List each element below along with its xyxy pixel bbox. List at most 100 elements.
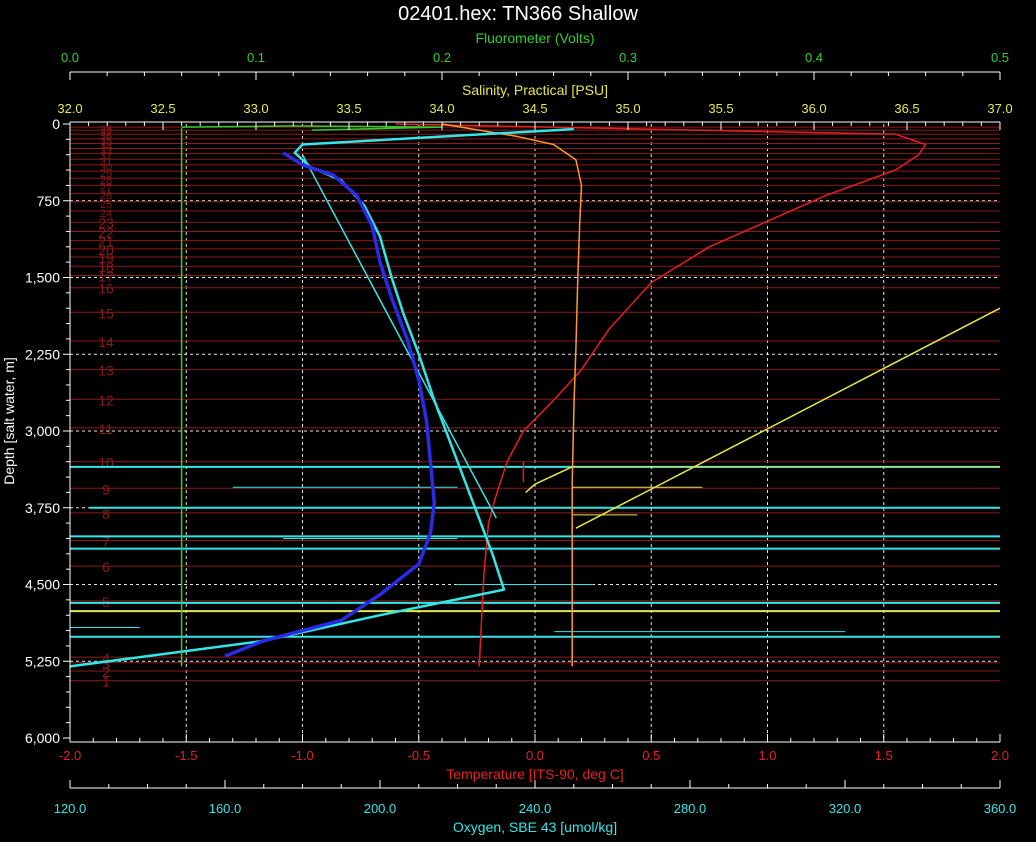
series-lines	[69, 123, 1001, 668]
temperature-tick-label: -0.5	[408, 748, 430, 763]
temperature-tick-label: 0.5	[642, 748, 660, 763]
bottle-marker-label: 5	[102, 594, 110, 610]
fluorometer-axis-label: Fluorometer (Volts)	[475, 30, 594, 46]
depth-axis-label: Depth [salt water, m]	[1, 357, 17, 485]
bottle-marker-label: 21	[98, 234, 114, 250]
bottle-marker-label: 14	[98, 334, 114, 350]
depth-tick-label: 0	[52, 116, 60, 132]
series-line-fluorometer	[181, 125, 443, 131]
temperature-tick-label: -1.0	[291, 748, 313, 763]
salinity-tick-label: 34.5	[522, 101, 547, 116]
salinity-tick-label: 35.5	[708, 101, 733, 116]
fluorometer-tick-label: 0.2	[433, 50, 451, 65]
salinity-tick-label: 35.0	[615, 101, 640, 116]
series-line-oxygen	[301, 154, 497, 519]
bottle-marker-label: 7	[102, 533, 110, 549]
oxygen-tick-label: 280.0	[674, 801, 707, 816]
bottle-marker-label: 18	[98, 259, 114, 275]
bottle-marker-label: 6	[102, 559, 110, 575]
bottle-marker-label: 35	[100, 136, 112, 148]
chart-title: 02401.hex: TN366 Shallow	[398, 3, 638, 25]
depth-tick-label: 3,000	[25, 423, 60, 439]
temperature-tick-label: 2.0	[991, 748, 1009, 763]
salinity-axis-label: Salinity, Practical [PSU]	[462, 82, 608, 98]
bottle-marker-label: 26	[100, 191, 112, 203]
fluorometer-tick-label: 0.3	[619, 50, 637, 65]
salinity-tick-label: 33.0	[243, 101, 268, 116]
bottle-marker-label: 8	[102, 506, 110, 522]
spikes	[70, 465, 1000, 638]
bottle-marker-label: 22	[98, 224, 114, 240]
depth-tick-label: 750	[37, 193, 61, 209]
depth-tick-label: 1,500	[25, 270, 60, 286]
bottle-marker-label: 9	[102, 481, 110, 497]
temperature-tick-label: 1.5	[875, 748, 893, 763]
bottle-marker-label: 3	[102, 656, 110, 672]
series-line-salinity	[575, 307, 1001, 529]
bottle-marker-label: 10	[98, 455, 114, 471]
salinity-tick-label: 32.0	[57, 101, 82, 116]
series-line-oxygen	[224, 151, 437, 658]
series-line-temperature	[395, 123, 927, 667]
bottle-marker-label: 31	[100, 156, 112, 168]
depth-tick-label: 2,250	[25, 346, 60, 362]
salinity-tick-label: 37.0	[987, 101, 1012, 116]
bottle-marker-label: 13	[98, 363, 114, 379]
bottle-marker-label: 19	[98, 250, 114, 266]
temperature-tick-label: 1.0	[758, 748, 776, 763]
bottle-marker-label: 15	[98, 305, 114, 321]
oxygen-tick-label: 240.0	[519, 801, 552, 816]
fluorometer-tick-label: 0.5	[991, 50, 1009, 65]
temperature-tick-label: 0.0	[526, 748, 544, 763]
depth-tick-label: 6,000	[25, 730, 60, 746]
bottle-marker-label: 32	[100, 151, 112, 163]
bottle-marker-label: 17	[98, 268, 114, 284]
oxygen-tick-label: 120.0	[54, 801, 87, 816]
temperature-axis-label: Temperature [ITS-90, deg C]	[446, 766, 623, 782]
fluorometer-tick-label: 0.0	[61, 50, 79, 65]
bottle-marker-label: 24	[100, 208, 112, 220]
bottle-marker-label: 20	[98, 242, 114, 258]
bottle-marker-label: 28	[100, 175, 112, 187]
fluorometer-tick-label: 0.1	[247, 50, 265, 65]
bottle-marker-label: 34	[100, 140, 112, 152]
bottle-marker-label: 30	[100, 162, 112, 174]
temperature-tick-label: -1.5	[175, 748, 197, 763]
oxygen-tick-label: 360.0	[984, 801, 1017, 816]
bottle-marker-label: 1	[102, 674, 110, 690]
oxygen-tick-label: 320.0	[829, 801, 862, 816]
oxygen-axis-label: Oxygen, SBE 43 [umol/kg]	[453, 819, 617, 835]
temperature-tick-label: -2.0	[59, 748, 81, 763]
depth-tick-label: 5,250	[25, 653, 60, 669]
oxygen-tick-label: 160.0	[209, 801, 242, 816]
series-line-salinity	[441, 123, 583, 667]
salinity-tick-label: 36.5	[894, 101, 919, 116]
series-line-oxygen	[69, 127, 574, 668]
bottle-marker-label: 11	[99, 421, 114, 437]
salinity-tick-label: 32.5	[150, 101, 175, 116]
bottle-marker-label: 25	[100, 199, 112, 211]
fluorometer-tick-label: 0.4	[805, 50, 823, 65]
bottle-marker-label: 33	[100, 146, 112, 158]
oxygen-tick-label: 200.0	[364, 801, 397, 816]
depth-tick-label: 3,750	[25, 500, 60, 516]
series-line-salinity	[525, 466, 573, 493]
bottle-markers: 1234567891011121314151617181920212223242…	[70, 124, 1000, 690]
salinity-tick-label: 36.0	[801, 101, 826, 116]
bottle-marker-label: 4	[102, 650, 110, 666]
axes: 0 750 1,500 2,250 3,000 3,750 4,500 5,250 6,000 D…	[1, 30, 1016, 835]
bottle-marker-label: 37	[100, 127, 112, 139]
bottle-marker-label: 36	[100, 131, 112, 143]
depth-tick-label: 4,500	[25, 577, 60, 593]
bottle-marker-label: 12	[98, 392, 114, 408]
bottle-marker-label: 2	[102, 664, 110, 680]
bottle-marker-label: 38	[100, 124, 112, 136]
bottle-marker-label: 23	[98, 215, 114, 231]
bottle-marker-label: 29	[100, 168, 112, 180]
bottle-marker-label: 27	[100, 182, 112, 194]
salinity-tick-label: 33.5	[336, 101, 361, 116]
grid	[70, 124, 1000, 738]
salinity-tick-label: 34.0	[429, 101, 454, 116]
